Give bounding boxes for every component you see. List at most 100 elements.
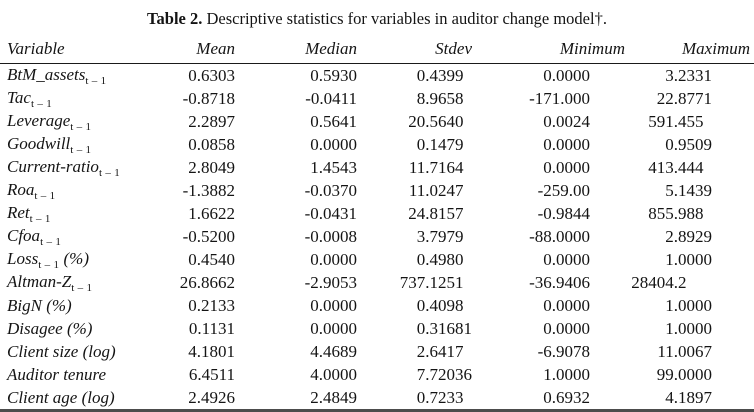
cell-maximum: 0.9509 xyxy=(665,134,712,154)
cell-mean: -0.5200 xyxy=(182,226,235,246)
table-row: Altman-Zt – 1 26.8662 -2.9053 737.12510 -36.… xyxy=(0,271,754,294)
cell-maximum: 1.0000 xyxy=(665,318,712,338)
cell-maximum: 3.2331 xyxy=(665,65,712,85)
cell-mean: 2.2897 xyxy=(188,111,235,131)
cell-minimum: -6.9078 xyxy=(537,341,590,361)
cell-stdev: 737.12510 xyxy=(399,272,464,292)
cell-maximum: 4.1897 xyxy=(665,387,712,407)
cell-median: 0.0000 xyxy=(310,134,357,154)
column-header-variable: Variable xyxy=(0,35,150,64)
table-caption: Table 2. Descriptive statistics for vari… xyxy=(0,0,754,30)
variable-subscript: t – 1 xyxy=(30,97,53,110)
variable-subscript: t – 1 xyxy=(98,166,120,179)
cell-mean: 0.2133 xyxy=(188,295,235,315)
cell-maximum: 1.0000 xyxy=(665,249,712,269)
cell-minimum: 0.0000 xyxy=(543,65,590,85)
cell-variable: Auditor tenure xyxy=(7,364,106,384)
cell-median: 2.4849 xyxy=(310,387,357,407)
cell-variable: Goodwillt – 1 xyxy=(7,133,92,156)
cell-mean: 0.4540 xyxy=(188,249,235,269)
cell-stdev: 7.72036 xyxy=(416,364,472,384)
cell-minimum: -88.0000 xyxy=(529,226,590,246)
cell-mean: 1.6622 xyxy=(188,203,235,223)
table-row: Client size (log) 4.1801 4.4689 2.64170 -6.9… xyxy=(0,340,754,363)
column-header-median: Median xyxy=(235,35,357,64)
table-row: Disagee (%) 0.1131 0.0000 0.31681 0.0000 1.00… xyxy=(0,317,754,340)
cell-median: -0.0008 xyxy=(304,226,357,246)
cell-mean: 26.8662 xyxy=(179,272,235,292)
cell-mean: 6.4511 xyxy=(188,364,235,384)
variable-subscript: t – 1 xyxy=(70,120,92,133)
cell-maximum: 2.8929 xyxy=(665,226,712,246)
cell-minimum: 0.6932 xyxy=(543,387,590,407)
cell-median: 0.5930 xyxy=(310,65,357,85)
cell-minimum: -259.00 xyxy=(537,180,590,200)
header-row: Variable Mean Median Stdev Minimum Maxim… xyxy=(0,35,754,64)
cell-variable: Rett – 1 xyxy=(7,202,51,225)
cell-maximum: 413.4440 xyxy=(648,157,704,177)
variable-subscript: t – 1 xyxy=(85,74,107,87)
cell-minimum: -36.9406 xyxy=(529,272,590,292)
cell-variable: Disagee (%) xyxy=(7,318,93,338)
cell-stdev: 11.02470 xyxy=(408,180,464,200)
cell-stdev: 2.64170 xyxy=(416,341,464,361)
cell-mean: 0.1131 xyxy=(188,318,235,338)
table-row: Tact – 1 -0.8718 -0.0411 8.96580 -171.000 22.… xyxy=(0,87,754,110)
cell-minimum: 0.0000 xyxy=(543,157,590,177)
cell-variable: Roat – 1 xyxy=(7,179,56,202)
cell-stdev: 3.79790 xyxy=(416,226,464,246)
cell-variable: Client size (log) xyxy=(7,341,116,361)
table-caption-label: Table 2. xyxy=(147,9,203,28)
variable-subscript: t – 1 xyxy=(29,212,51,225)
cell-minimum: -0.9844 xyxy=(537,203,590,223)
cell-minimum: 0.0000 xyxy=(543,318,590,338)
cell-maximum: 5.1439 xyxy=(665,180,712,200)
cell-minimum: 0.0000 xyxy=(543,295,590,315)
cell-variable: Altman-Zt – 1 xyxy=(7,271,93,294)
cell-minimum: -171.000 xyxy=(529,88,590,108)
cell-mean: -1.3882 xyxy=(182,180,235,200)
table-row: Auditor tenure 6.4511 4.0000 7.72036 1.0000 9… xyxy=(0,363,754,386)
variable-subscript: t – 1 xyxy=(34,189,56,202)
table-row: Roat – 1 -1.3882 -0.0370 11.02470 -259.00 5.1… xyxy=(0,179,754,202)
column-header-minimum: Minimum xyxy=(472,35,625,64)
cell-median: 4.0000 xyxy=(310,364,357,384)
cell-maximum: 591.4550 xyxy=(648,111,704,131)
table-row: Cfoat – 1 -0.5200 -0.0008 3.79790 -88.0000 2.… xyxy=(0,225,754,248)
cell-variable: Leveraget – 1 xyxy=(7,110,92,133)
cell-maximum: 28404.2000 xyxy=(631,272,687,292)
cell-variable: BigN (%) xyxy=(7,295,72,315)
cell-maximum: 855.9880 xyxy=(648,203,704,223)
cell-stdev: 24.81570 xyxy=(408,203,464,223)
column-header-stdev: Stdev xyxy=(357,35,472,64)
table-caption-text: Descriptive statistics for variables in … xyxy=(202,9,607,28)
cell-minimum: 0.0000 xyxy=(543,134,590,154)
descriptive-statistics-table: Variable Mean Median Stdev Minimum Maxim… xyxy=(0,35,754,412)
column-header-maximum: Maximum xyxy=(625,35,754,64)
table-row: Rett – 1 1.6622 -0.0431 24.81570 -0.9844 855.… xyxy=(0,202,754,225)
cell-variable: BtM_assetst – 1 xyxy=(7,64,107,87)
cell-stdev: 0.31681 xyxy=(416,318,472,338)
cell-variable: Cfoat – 1 xyxy=(7,225,62,248)
cell-median: 0.0000 xyxy=(310,249,357,269)
cell-median: 0.5641 xyxy=(310,111,357,131)
cell-median: -0.0431 xyxy=(304,203,357,223)
cell-median: 4.4689 xyxy=(310,341,357,361)
variable-subscript: t – 1 xyxy=(70,143,92,156)
cell-minimum: 0.0024 xyxy=(543,111,590,131)
cell-median: 1.4543 xyxy=(310,157,357,177)
cell-mean: 2.4926 xyxy=(188,387,235,407)
